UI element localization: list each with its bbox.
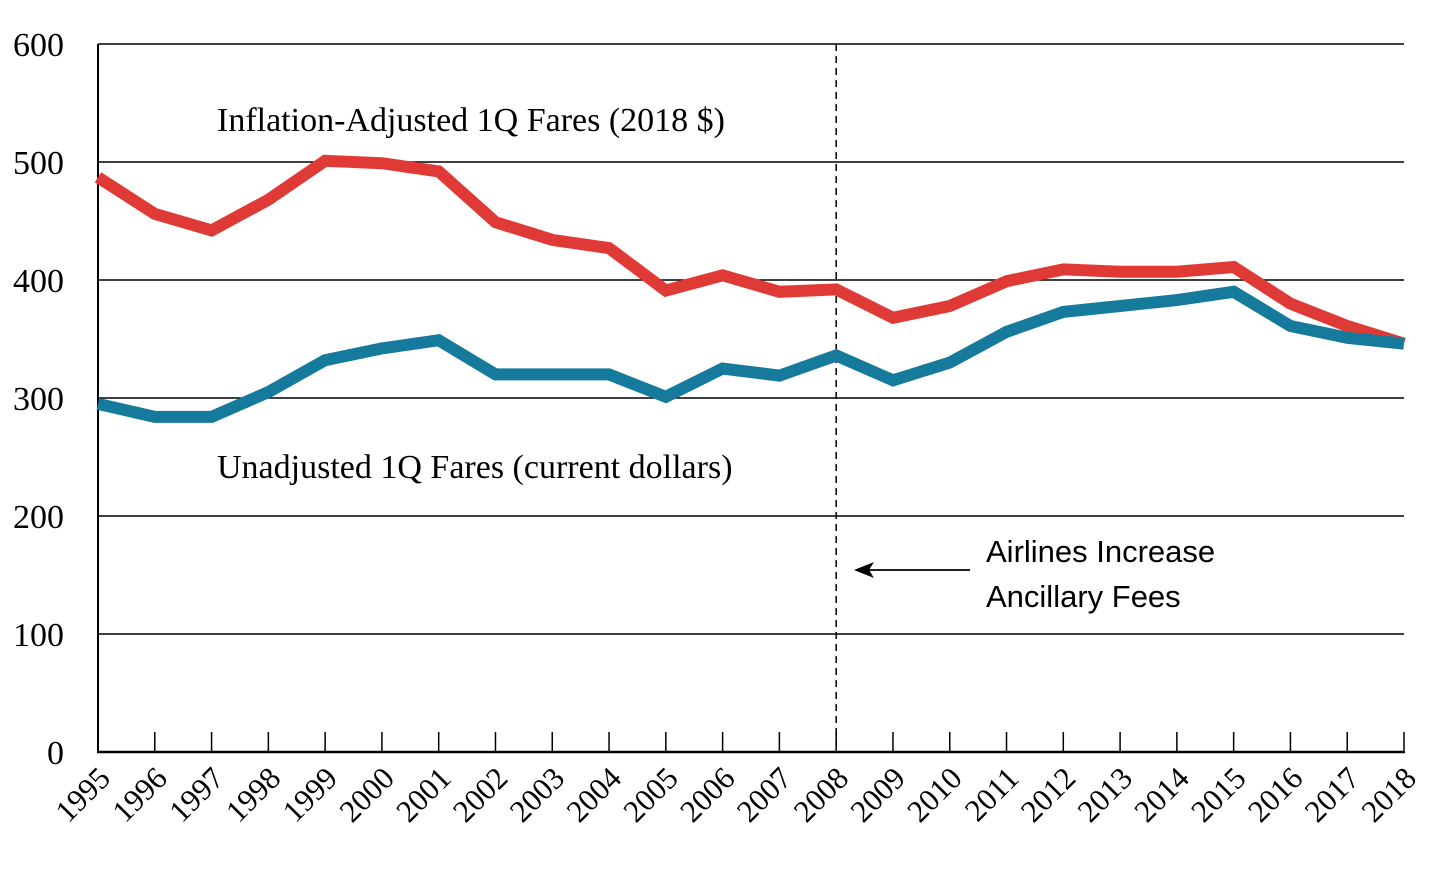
x-ticks bbox=[97, 732, 1405, 752]
x-tick-label-2004: 2004 bbox=[559, 760, 628, 829]
x-tick-label-2003: 2003 bbox=[503, 760, 572, 829]
annotation-ancillary-fees: Airlines Increase Ancillary Fees bbox=[854, 534, 1215, 614]
x-tick-label-2001: 2001 bbox=[389, 760, 458, 829]
y-tick-label-500: 500 bbox=[13, 145, 64, 182]
series-line-1 bbox=[96, 285, 1405, 423]
y-tick-label-200: 200 bbox=[13, 499, 64, 536]
annotation-line-1: Airlines Increase bbox=[986, 534, 1215, 569]
x-tick-labels: 1995199619971998199920002001200220032004… bbox=[48, 760, 1423, 829]
x-tick-label-2014: 2014 bbox=[1127, 760, 1196, 829]
x-tick-label-1997: 1997 bbox=[162, 760, 231, 829]
annotation-line-2: Ancillary Fees bbox=[986, 579, 1181, 614]
axes bbox=[97, 44, 1405, 754]
x-tick-label-2012: 2012 bbox=[1014, 760, 1083, 829]
annotation-arrow-head bbox=[854, 562, 874, 578]
x-tick-label-1998: 1998 bbox=[219, 760, 288, 829]
series-line-0 bbox=[94, 154, 1406, 350]
x-tick-label-2015: 2015 bbox=[1184, 760, 1253, 829]
y-tick-label-300: 300 bbox=[13, 381, 64, 418]
x-tick-label-2007: 2007 bbox=[730, 760, 799, 829]
series-label-unadjusted: Unadjusted 1Q Fares (current dollars) bbox=[217, 449, 733, 486]
series-label-inflation-adjusted: Inflation-Adjusted 1Q Fares (2018 $) bbox=[217, 102, 725, 139]
x-tick-label-2005: 2005 bbox=[616, 760, 685, 829]
x-tick-label-2000: 2000 bbox=[332, 760, 401, 829]
x-tick-label-2018: 2018 bbox=[1354, 760, 1423, 829]
x-tick-label-2017: 2017 bbox=[1298, 760, 1367, 829]
y-tick-label-600: 600 bbox=[13, 27, 64, 64]
y-tick-label-400: 400 bbox=[13, 263, 64, 300]
x-tick-label-2016: 2016 bbox=[1241, 760, 1310, 829]
y-tick-label-100: 100 bbox=[13, 617, 64, 654]
x-tick-label-2011: 2011 bbox=[958, 760, 1026, 828]
x-tick-label-2006: 2006 bbox=[673, 760, 742, 829]
x-tick-label-2009: 2009 bbox=[843, 760, 912, 829]
x-tick-label-2013: 2013 bbox=[1070, 760, 1139, 829]
x-tick-label-1999: 1999 bbox=[275, 760, 344, 829]
x-tick-label-2010: 2010 bbox=[900, 760, 969, 829]
x-tick-label-1996: 1996 bbox=[105, 760, 174, 829]
y-tick-label-0: 0 bbox=[47, 735, 64, 772]
x-tick-label-2008: 2008 bbox=[787, 760, 856, 829]
y-tick-labels: 0 100 200 300 400 500 600 bbox=[13, 27, 64, 772]
series-lines bbox=[94, 154, 1406, 423]
x-tick-label-2002: 2002 bbox=[446, 760, 515, 829]
